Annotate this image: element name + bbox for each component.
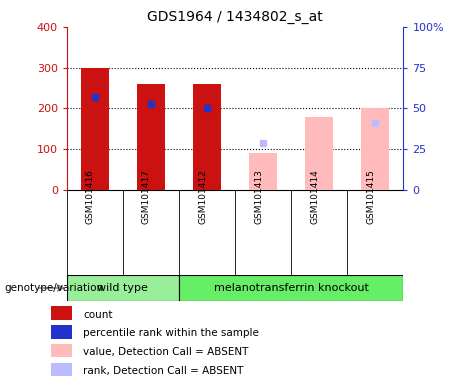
Text: GSM101417: GSM101417: [142, 169, 151, 224]
Bar: [137, 84, 165, 190]
Bar: [249, 153, 277, 190]
Text: percentile rank within the sample: percentile rank within the sample: [83, 328, 259, 338]
Text: wild type: wild type: [97, 283, 148, 293]
Bar: [193, 84, 221, 190]
Text: rank, Detection Call = ABSENT: rank, Detection Call = ABSENT: [83, 366, 243, 376]
Bar: [81, 68, 109, 190]
Text: melanotransferrin knockout: melanotransferrin knockout: [214, 283, 369, 293]
Text: genotype/variation: genotype/variation: [5, 283, 104, 293]
Bar: [305, 118, 333, 190]
Text: GSM101414: GSM101414: [310, 169, 319, 224]
Text: count: count: [83, 310, 112, 319]
Title: GDS1964 / 1434802_s_at: GDS1964 / 1434802_s_at: [147, 10, 323, 25]
Text: GSM101413: GSM101413: [254, 169, 263, 224]
Text: GSM101416: GSM101416: [86, 169, 95, 224]
Bar: [67, 275, 179, 301]
Text: GSM101415: GSM101415: [366, 169, 375, 224]
Bar: [51, 325, 72, 339]
Bar: [51, 362, 72, 376]
Bar: [51, 306, 72, 320]
Bar: [51, 344, 72, 358]
Text: value, Detection Call = ABSENT: value, Detection Call = ABSENT: [83, 347, 248, 357]
Text: GSM101412: GSM101412: [198, 169, 207, 224]
Bar: [361, 109, 390, 190]
Bar: [179, 275, 403, 301]
